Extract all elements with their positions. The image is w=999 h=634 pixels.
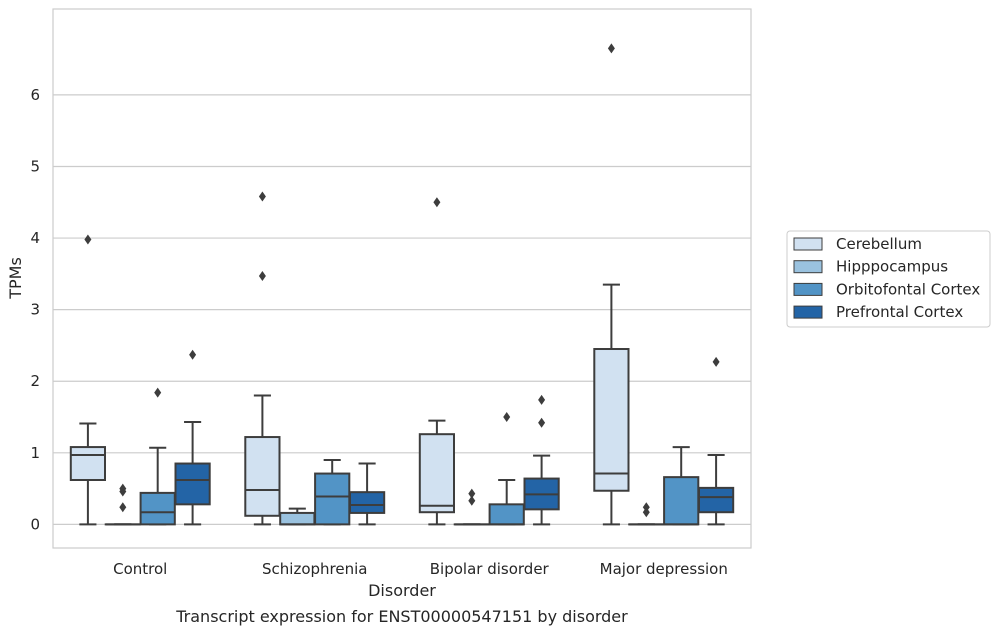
box-group	[523, 394, 560, 526]
outlier-point	[258, 191, 266, 202]
x-tick-label: Control	[113, 560, 167, 578]
legend-swatch	[793, 237, 823, 251]
y-tick-label: 3	[30, 301, 40, 319]
box	[348, 491, 386, 514]
outlier-point	[538, 417, 546, 428]
y-tick-label: 6	[30, 86, 40, 104]
legend-label: Hipppocampus	[836, 258, 948, 276]
outlier-point	[642, 507, 650, 518]
legend-swatch	[793, 282, 823, 296]
legend-frame	[786, 230, 991, 328]
x-tick-label: Major depression	[600, 560, 728, 578]
outlier-point	[154, 387, 162, 398]
box	[488, 503, 525, 526]
box	[244, 436, 281, 517]
box-group	[174, 349, 211, 526]
box-group	[453, 488, 490, 526]
box	[593, 348, 630, 492]
x-tick-label: Schizophrenia	[262, 560, 367, 578]
box-group	[244, 191, 281, 526]
box-group	[279, 507, 316, 526]
box	[279, 511, 316, 526]
box-group	[628, 502, 665, 526]
y-tick-labels: 0 1 2 3 4 5 6	[30, 86, 40, 533]
box-group	[314, 458, 351, 526]
outlier-point	[189, 349, 197, 360]
box	[174, 462, 211, 506]
y-tick-label: 0	[30, 515, 40, 533]
box-group	[663, 446, 700, 526]
legend-label: Cerebellum	[836, 235, 922, 253]
box	[69, 446, 107, 481]
y-axis-title: TPMs	[6, 257, 25, 300]
x-tick-labels: Control Schizophrenia Bipolar disorder Majo…	[113, 560, 728, 578]
y-tick-label: 1	[30, 444, 40, 462]
box-group	[593, 43, 630, 526]
legend-label: Orbitofontal Cortex	[836, 280, 980, 298]
outlier-point	[84, 234, 92, 245]
x-axis-title: Disorder	[368, 581, 436, 600]
outlier-point	[538, 394, 546, 405]
plot-area-frame	[52, 8, 752, 549]
outlier-point	[468, 488, 476, 499]
y-tick-label: 5	[30, 157, 40, 175]
box-group	[104, 483, 141, 526]
box-group	[418, 197, 456, 526]
outlier-point	[712, 356, 720, 367]
box-group	[139, 387, 176, 526]
x-tick-label: Bipolar disorder	[430, 560, 550, 578]
chart-caption: Transcript expression for ENST0000054715…	[175, 607, 628, 626]
outlier-point	[433, 197, 441, 208]
outlier-point	[119, 483, 127, 494]
outlier-point	[119, 502, 127, 513]
box	[139, 491, 176, 526]
outlier-point	[503, 412, 511, 423]
legend: Cerebellum Hipppocampus Orbitofontal Corte…	[786, 230, 991, 328]
outlier-point	[607, 43, 615, 54]
outlier-point	[468, 495, 476, 506]
box-group	[488, 412, 525, 526]
boxes	[69, 43, 735, 526]
legend-label: Prefrontal Cortex	[836, 303, 963, 321]
box	[663, 476, 700, 526]
legend-swatch	[793, 260, 823, 274]
outlier-point	[642, 502, 650, 513]
gridlines	[53, 94, 751, 525]
box	[697, 486, 735, 514]
box	[418, 433, 456, 514]
box-group	[697, 356, 735, 526]
box-group	[69, 234, 107, 526]
y-tick-label: 4	[30, 229, 40, 247]
legend-swatch	[793, 305, 823, 319]
box-group	[348, 462, 386, 526]
box	[314, 472, 351, 526]
y-tick-label: 2	[30, 372, 40, 390]
outlier-point	[258, 270, 266, 281]
